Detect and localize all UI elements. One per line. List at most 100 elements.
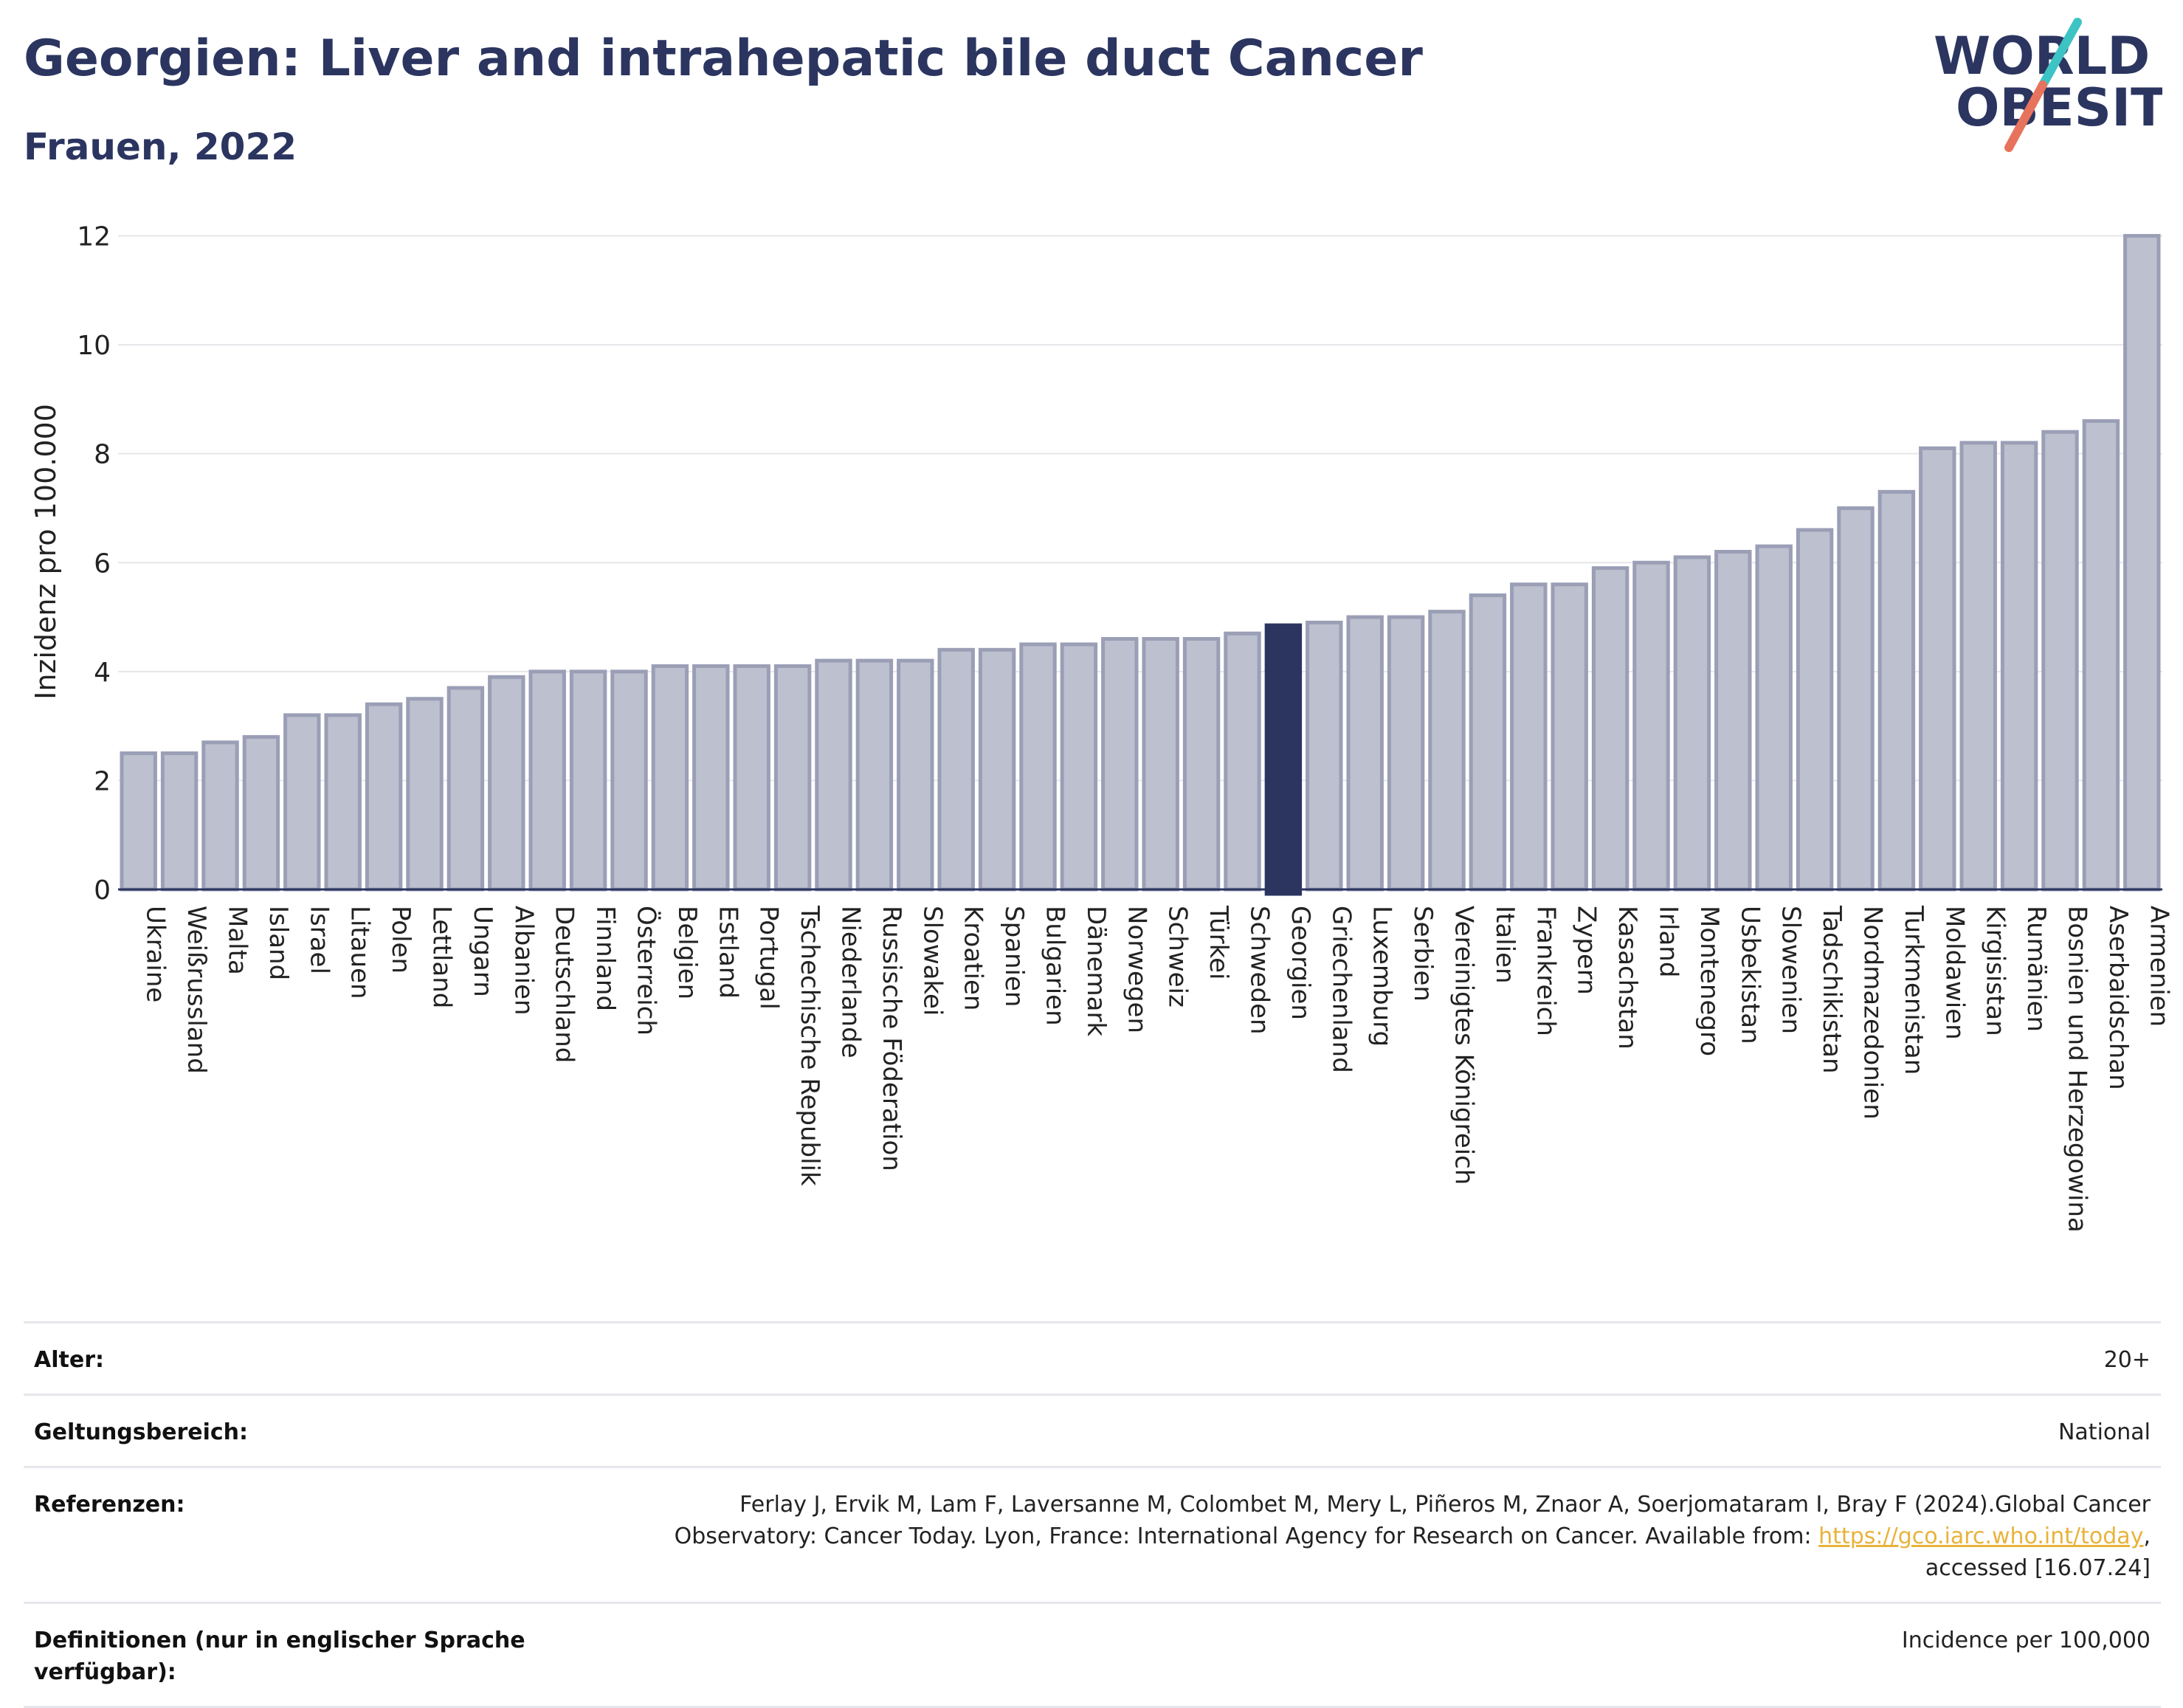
y-tick-label: 4 bbox=[94, 658, 111, 688]
x-tick-label: Litauen bbox=[345, 906, 375, 999]
x-tick-label: Tadschikistan bbox=[1817, 905, 1846, 1074]
x-tick-label: Bulgarien bbox=[1041, 906, 1070, 1026]
bar bbox=[528, 669, 566, 892]
x-tick-label: Finnland bbox=[590, 906, 620, 1011]
reference-link[interactable]: https://gco.iarc.who.int/today bbox=[1818, 1523, 2144, 1549]
bar bbox=[488, 675, 525, 892]
y-tick-label: 10 bbox=[77, 331, 111, 361]
bar bbox=[1551, 582, 1588, 892]
bar bbox=[1632, 560, 1670, 892]
bar bbox=[1182, 637, 1221, 892]
bar bbox=[1959, 441, 1997, 892]
x-tick-label: Russische Föderation bbox=[877, 906, 906, 1171]
x-tick-label: Kirgisistan bbox=[1981, 906, 2010, 1036]
x-tick-label: Israel bbox=[304, 906, 334, 974]
x-tick-label: Schweiz bbox=[1163, 906, 1193, 1008]
bar bbox=[651, 664, 689, 892]
x-tick-label: Montenegro bbox=[1694, 906, 1724, 1056]
bar bbox=[2041, 430, 2079, 892]
y-tick-label: 0 bbox=[94, 875, 111, 906]
meta-value: Ferlay J, Ervik M, Lam F, Laversanne M, … bbox=[601, 1489, 2151, 1584]
bar bbox=[1755, 544, 1793, 892]
x-tick-label: Zypern bbox=[1572, 906, 1601, 995]
x-tick-label: Kroatien bbox=[959, 906, 988, 1010]
x-tick-label: Rumänien bbox=[2021, 906, 2051, 1032]
y-tick-label: 8 bbox=[94, 440, 111, 470]
bar bbox=[937, 647, 975, 892]
bar bbox=[855, 658, 894, 892]
bar bbox=[406, 697, 444, 892]
x-tick-label: Nordmazedonien bbox=[1858, 906, 1888, 1120]
meta-value: 20+ bbox=[2103, 1347, 2151, 1373]
x-tick-label: Slowenien bbox=[1776, 906, 1806, 1034]
bar bbox=[1428, 610, 1466, 892]
y-tick-label: 6 bbox=[94, 548, 111, 579]
bar bbox=[1101, 637, 1139, 892]
meta-value: National bbox=[2058, 1419, 2151, 1445]
x-tick-label: Irland bbox=[1654, 906, 1683, 977]
bar bbox=[1673, 555, 1711, 892]
x-tick-label: Kasachstan bbox=[1613, 906, 1642, 1050]
bar bbox=[1019, 642, 1057, 892]
meta-row-age: Alter: 20+ bbox=[24, 1321, 2161, 1394]
x-tick-label: Frankreich bbox=[1531, 906, 1560, 1036]
meta-value: Incidence per 100,000 bbox=[1901, 1628, 2151, 1653]
y-tick-label: 2 bbox=[94, 766, 111, 796]
x-tick-label: Usbekistan bbox=[1735, 906, 1765, 1044]
y-tick-labels: 0 2 4 6 8 10 12 bbox=[77, 222, 111, 906]
bar bbox=[815, 658, 852, 892]
bar bbox=[1837, 506, 1875, 892]
x-tick-label: Ukraine bbox=[141, 906, 170, 1002]
meta-key: Geltungsbereich: bbox=[34, 1419, 249, 1445]
bar bbox=[446, 686, 485, 892]
x-tick-label: Albanien bbox=[508, 906, 538, 1016]
bar bbox=[160, 751, 199, 892]
y-axis-title: Inzidenz pro 100.000 bbox=[30, 404, 62, 700]
bar bbox=[1346, 615, 1384, 892]
x-tick-label: Turkmenistan bbox=[1899, 905, 1928, 1075]
logo-slash-teal bbox=[2038, 18, 2082, 89]
meta-key: Definitionen (nur in englischer Sprache … bbox=[34, 1628, 525, 1685]
bar bbox=[2000, 441, 2038, 892]
x-tick-label: Niederlande bbox=[836, 906, 866, 1058]
bar bbox=[1142, 637, 1179, 892]
x-tick-label: Polen bbox=[386, 906, 415, 974]
x-tick-label: Deutschland bbox=[550, 906, 579, 1063]
x-tick-label: Bosnien und Herzegowina bbox=[2063, 906, 2092, 1233]
bar bbox=[1510, 582, 1548, 892]
meta-row-definitions: Definitionen (nur in englischer Sprache … bbox=[24, 1602, 2161, 1708]
bars bbox=[120, 234, 2161, 896]
meta-row-references: Referenzen: Ferlay J, Ervik M, Lam F, La… bbox=[24, 1466, 2161, 1602]
reference-text: Ferlay J, Ervik M, Lam F, Laversanne M, … bbox=[674, 1492, 2151, 1549]
bar bbox=[1714, 550, 1752, 892]
bar bbox=[773, 664, 812, 892]
logo-text-obesity: OBESITY bbox=[1956, 78, 2162, 138]
bar bbox=[2082, 419, 2120, 892]
x-tick-label: Dänemark bbox=[1081, 906, 1111, 1036]
x-tick-labels: Ukraine Weißrussland Malta Island Israel Lita… bbox=[141, 905, 2174, 1233]
meta-key: Alter: bbox=[34, 1347, 104, 1373]
x-tick-label: Serbien bbox=[1408, 906, 1438, 1002]
bar bbox=[1387, 615, 1425, 892]
logo-text-world: WORLD bbox=[1934, 26, 2150, 86]
bar bbox=[1306, 620, 1343, 892]
bar bbox=[1060, 642, 1098, 892]
meta-row-scope: Geltungsbereich: National bbox=[24, 1394, 2161, 1466]
bar bbox=[897, 658, 934, 892]
x-tick-label: Vereinigtes Königreich bbox=[1449, 906, 1479, 1185]
x-tick-label: Malta bbox=[223, 906, 252, 975]
bar bbox=[201, 740, 239, 892]
page-title: Georgien: Liver and intrahepatic bile du… bbox=[24, 30, 1423, 88]
x-tick-label: Slowakei bbox=[917, 906, 947, 1016]
x-tick-label: Spanien bbox=[999, 906, 1029, 1007]
world-obesity-logo: WORLD OBESITY bbox=[1934, 18, 2162, 152]
x-tick-label: Portugal bbox=[754, 906, 784, 1010]
bar bbox=[1796, 528, 1834, 892]
bar bbox=[283, 713, 321, 892]
x-tick-label: Georgien bbox=[1286, 906, 1315, 1020]
page-subtitle: Frauen, 2022 bbox=[24, 125, 297, 168]
bar-chart: 0 2 4 6 8 10 12 Ukraine Weißrussland Malta Island… bbox=[30, 222, 2174, 1233]
logo-slash-coral bbox=[2004, 80, 2047, 152]
bar bbox=[1591, 566, 1630, 892]
